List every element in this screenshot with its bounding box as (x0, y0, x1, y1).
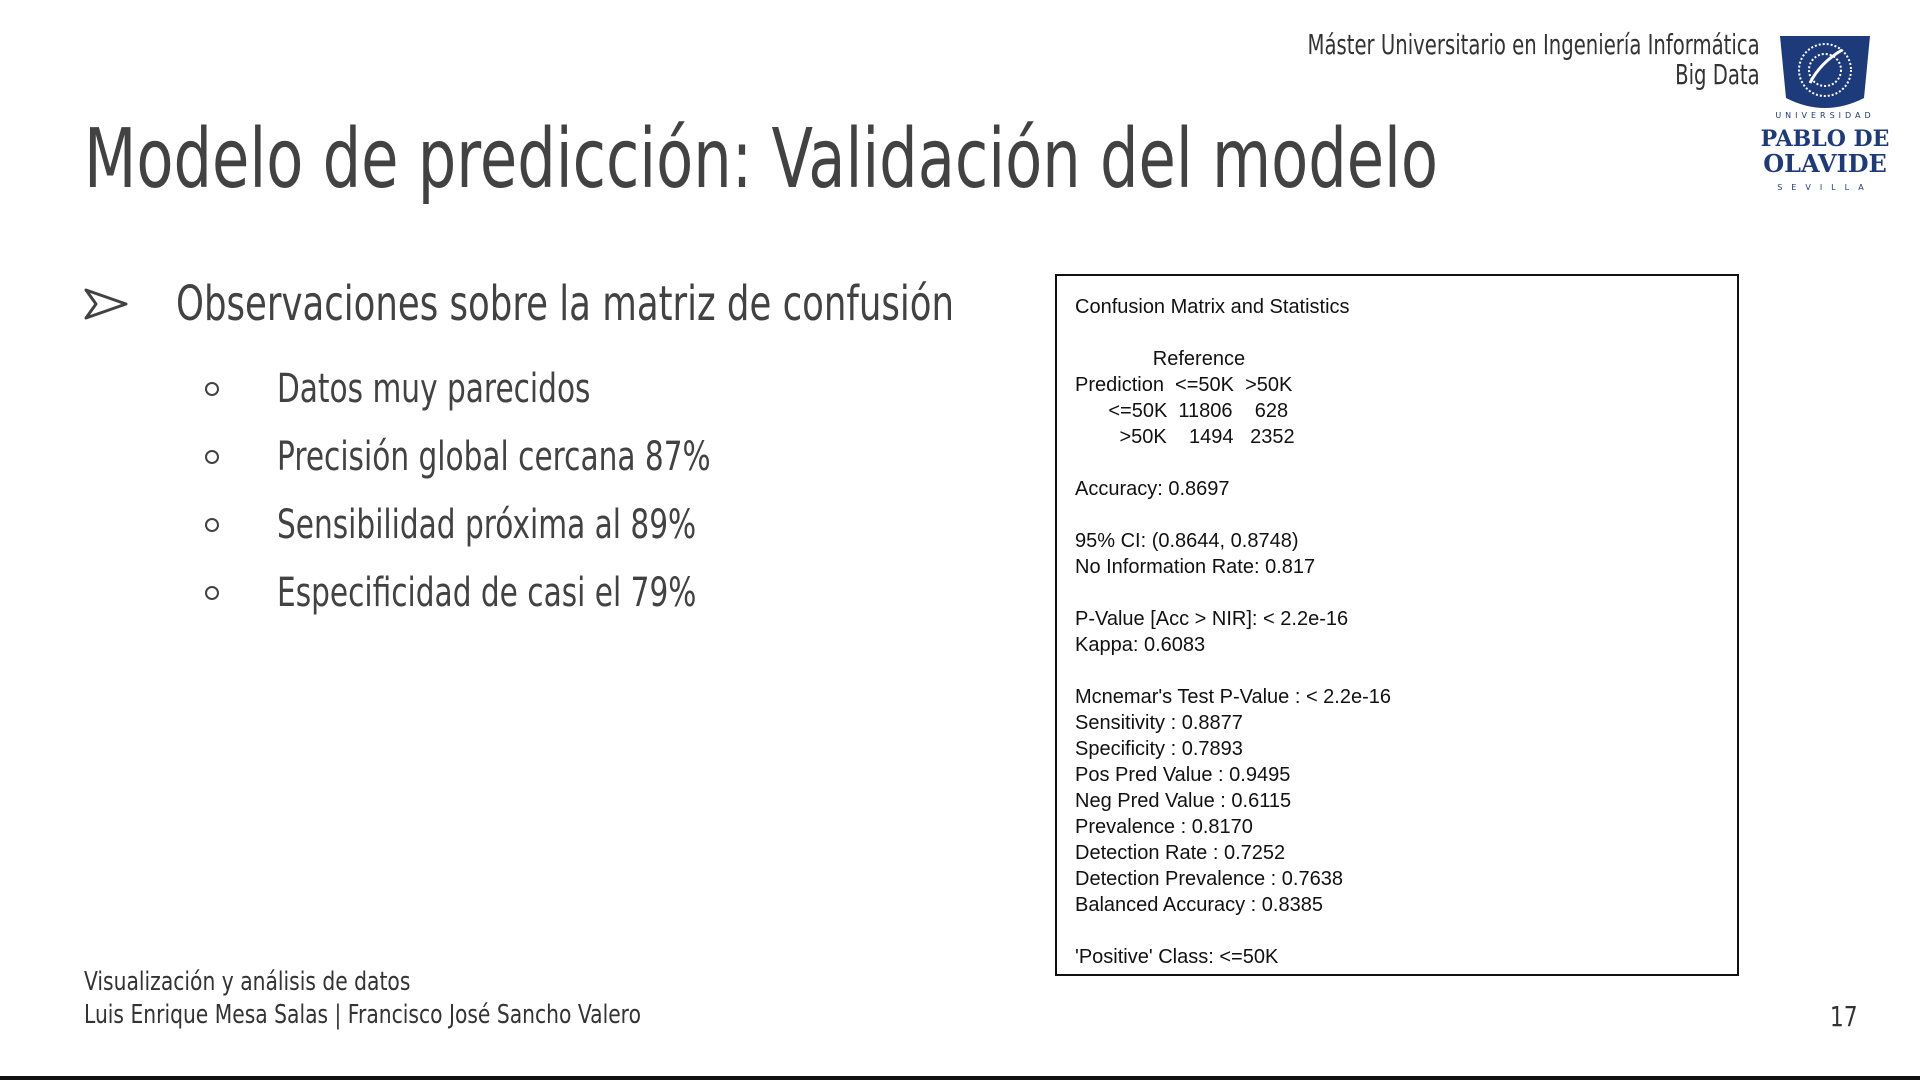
main-bullet-text: Observaciones sobre la matriz de confusi… (176, 276, 955, 332)
specificity-stat: Specificity : 0.7893 (1075, 738, 1243, 760)
logo-arc-text: UNIVERSIDAD (1775, 111, 1874, 120)
circle-bullet-icon (205, 450, 219, 464)
logo-city: SEVILLA (1777, 183, 1873, 192)
list-item: Datos muy parecidos (205, 355, 863, 423)
circle-bullet-icon (205, 586, 219, 600)
mcnemar-stat: Mcnemar's Test P-Value : < 2.2e-16 (1075, 686, 1392, 708)
confusion-matrix-output: Confusion Matrix and Statistics Referenc… (1055, 274, 1739, 976)
program-header: Máster Universitario en Ingeniería Infor… (1308, 30, 1760, 90)
pvalue-stat: P-Value [Acc > NIR]: < 2.2e-16 (1075, 608, 1349, 630)
sensitivity-stat: Sensitivity : 0.8877 (1075, 712, 1243, 734)
university-logo: UNIVERSIDAD PABLO DE OLAVIDE SEVILLA (1761, 36, 1890, 192)
logo-name-line1: PABLO DE (1761, 126, 1890, 152)
matrix-reference-header: Reference (1075, 348, 1246, 370)
pos-pred-stat: Pos Pred Value : 0.9495 (1075, 764, 1291, 786)
circle-bullet-icon (205, 518, 219, 532)
matrix-row: >50K 1494 2352 (1075, 426, 1295, 448)
arrowhead-bullet-icon (84, 288, 128, 320)
course-name: Visualización y análisis de datos (84, 967, 411, 997)
seal-emblem (1780, 36, 1870, 108)
positive-class-stat: 'Positive' Class: <=50K (1075, 946, 1279, 968)
slide-footer: Visualización y análisis de datos Luis E… (84, 966, 641, 1032)
list-item: Especificidad de casi el 79% (205, 559, 863, 627)
matrix-row: <=50K 11806 628 (1075, 400, 1289, 422)
slide-title: Modelo de predicción: Validación del mod… (84, 112, 1439, 207)
stats-heading: Confusion Matrix and Statistics (1075, 296, 1350, 318)
list-item: Precisión global cercana 87% (205, 423, 863, 491)
detection-prevalence-stat: Detection Prevalence : 0.7638 (1075, 868, 1343, 890)
circle-bullet-icon (205, 382, 219, 396)
neg-pred-stat: Neg Pred Value : 0.6115 (1075, 790, 1292, 812)
sub-bullet-text: Precisión global cercana 87% (277, 434, 711, 480)
bottom-divider (0, 1076, 1920, 1080)
detection-rate-stat: Detection Rate : 0.7252 (1075, 842, 1286, 864)
program-specialty: Big Data (1675, 58, 1760, 91)
balanced-accuracy-stat: Balanced Accuracy : 0.8385 (1075, 894, 1323, 916)
nir-stat: No Information Rate: 0.817 (1075, 556, 1316, 578)
matrix-column-header: Prediction <=50K >50K (1075, 374, 1293, 396)
main-bullet: Observaciones sobre la matriz de confusi… (84, 276, 1227, 332)
sub-bullet-text: Datos muy parecidos (277, 366, 591, 412)
sub-bullet-text: Sensibilidad próxima al 89% (277, 502, 697, 548)
list-item: Sensibilidad próxima al 89% (205, 491, 863, 559)
accuracy-stat: Accuracy: 0.8697 (1075, 478, 1230, 500)
logo-name-line2: OLAVIDE (1763, 149, 1887, 178)
kappa-stat: Kappa: 0.6083 (1075, 634, 1206, 656)
sub-bullet-list: Datos muy parecidos Precisión global cer… (205, 355, 863, 627)
sub-bullet-text: Especificidad de casi el 79% (277, 570, 697, 616)
program-name: Máster Universitario en Ingeniería Infor… (1307, 28, 1760, 61)
page-number: 17 (1830, 1000, 1858, 1033)
ci-stat: 95% CI: (0.8644, 0.8748) (1075, 530, 1299, 552)
authors: Luis Enrique Mesa Salas | Francisco José… (84, 1000, 641, 1030)
prevalence-stat: Prevalence : 0.8170 (1075, 816, 1253, 838)
